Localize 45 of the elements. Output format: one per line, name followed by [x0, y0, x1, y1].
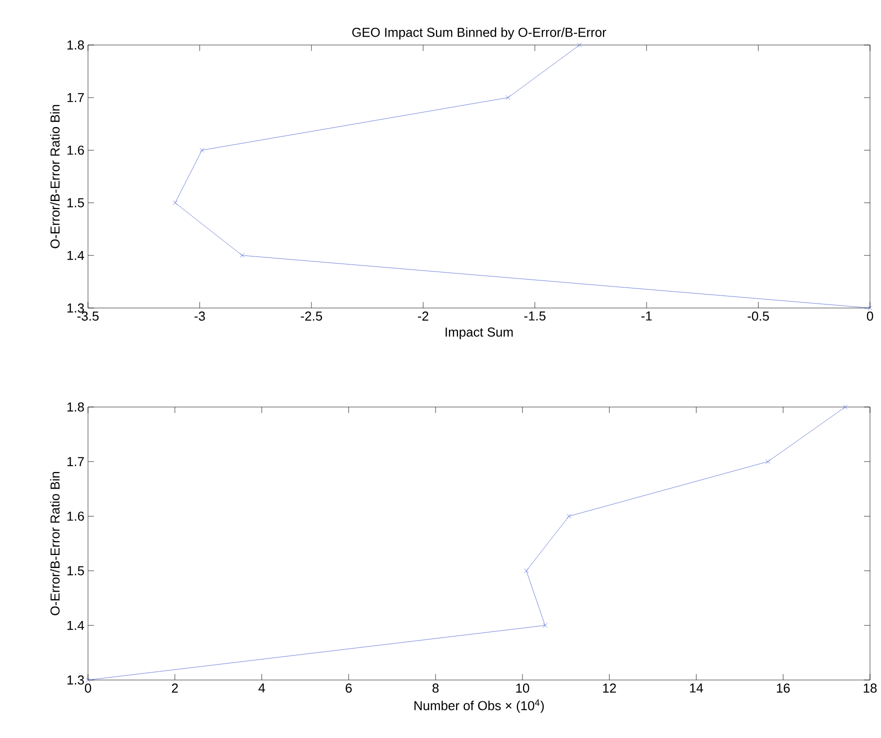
point — [506, 95, 510, 100]
x-tick-label: 12 — [603, 684, 616, 693]
point — [200, 148, 204, 153]
y-tick-label: 1.5 — [67, 198, 84, 208]
x-tick-label: -1 — [641, 312, 652, 320]
x-tick-label: 16 — [776, 684, 790, 693]
x-axis-title: Number of Obs × (10$^{4}$) — [414, 700, 544, 713]
y-axis-title: O-Error/B-Error Ratio Bin — [50, 472, 60, 616]
y-tick-label: 1.8 — [67, 40, 84, 50]
point — [542, 623, 548, 628]
y-tick-label: 1.4 — [67, 620, 84, 630]
y-tick-label: 1.7 — [67, 457, 84, 466]
y-tick-label: 1.7 — [67, 93, 84, 102]
x-tick-label: 8 — [432, 684, 439, 693]
chart-title: GEO Impact Sum Binned by O-Error/B-Error — [352, 27, 606, 40]
x-tick-label: -2.5 — [300, 312, 322, 321]
x-tick-label: -3.5 — [77, 312, 99, 321]
y-tick-label: 1.3 — [67, 303, 84, 313]
point — [240, 253, 244, 258]
y-tick-label: 1.3 — [67, 675, 84, 685]
y-tick-label: 1.6 — [67, 146, 84, 155]
x-tick-label: 2 — [172, 684, 178, 693]
y-tick-label: 1.5 — [67, 566, 84, 576]
x-tick-label: 6 — [346, 684, 352, 693]
point — [566, 514, 572, 519]
x-tick-label: 10 — [516, 684, 530, 693]
point — [577, 42, 582, 48]
x-axis-title: Impact Sum — [446, 328, 513, 340]
x-tick-label: 4 — [258, 684, 266, 692]
x-tick-label: -0.5 — [748, 312, 769, 321]
x-tick-label: 14 — [690, 684, 704, 692]
point — [524, 568, 529, 574]
y-tick-label: 1.4 — [67, 250, 84, 260]
y-tick-label: 1.6 — [67, 512, 84, 521]
x-tick-label: -1.5 — [524, 312, 546, 321]
x-tick-label: 0 — [84, 684, 92, 693]
x-tick-label: 18 — [864, 684, 877, 693]
x-tick-label: -2 — [418, 312, 428, 321]
x-tick-label: -3 — [194, 312, 205, 321]
y-tick-label: 1.8 — [67, 402, 84, 412]
y-axis-title: O-Error/B-Error Ratio Bin — [50, 105, 60, 248]
point — [172, 200, 178, 206]
point — [842, 404, 848, 410]
x-tick-label: 0 — [866, 312, 874, 321]
point — [766, 459, 770, 464]
